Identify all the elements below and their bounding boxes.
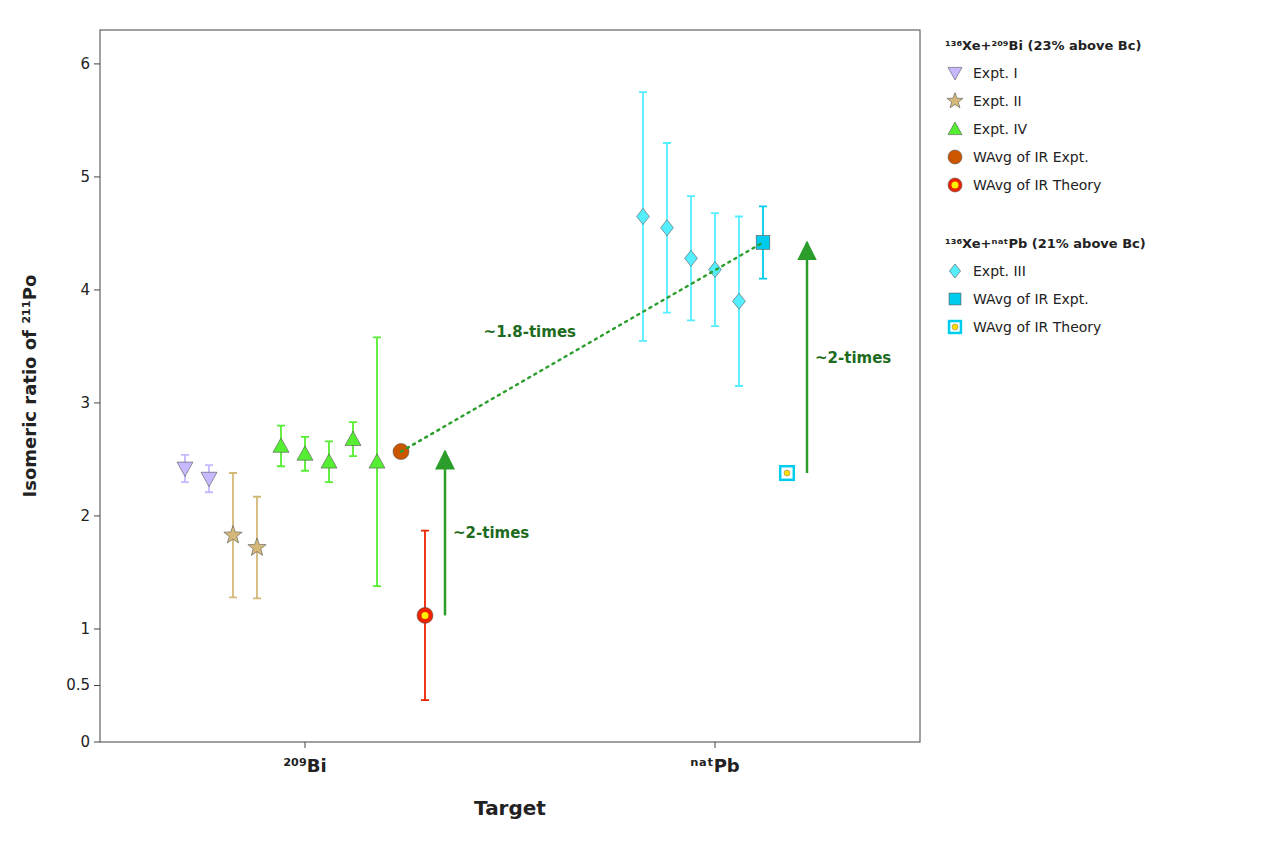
legend-title: ¹³⁶Xe+²⁰⁹Bi (23% above Bc): [945, 38, 1141, 53]
annotation: ~2-times: [815, 349, 891, 367]
decorations: [401, 242, 807, 615]
point: [248, 538, 266, 555]
marker-body: [417, 607, 433, 623]
point: [780, 466, 794, 480]
y-tick-label: 0: [80, 733, 90, 751]
y-tick: [94, 685, 100, 686]
y-axis-label: Isomeric ratio of ²¹¹Po: [19, 275, 40, 498]
legend-label: Expt. I: [973, 65, 1018, 81]
point: [321, 454, 337, 468]
legend-label: WAvg of IR Expt.: [973, 149, 1089, 165]
point: [417, 607, 433, 623]
legend: ¹³⁶Xe+²⁰⁹Bi (23% above Bc) Expt. I Expt. I…: [945, 38, 1146, 335]
chart: 0 0.5 1 2 3 4 5 6 ²⁰⁹Bi ⁿᵃᵗPb Target Isomeric ratio…: [0, 0, 1280, 852]
x-tick-label: ⁿᵃᵗPb: [690, 755, 740, 776]
y-tick-label: 4: [80, 281, 90, 299]
point: [177, 462, 193, 476]
point: [345, 431, 361, 445]
point: [685, 250, 698, 266]
y-tick: [94, 402, 100, 403]
point: [369, 454, 385, 468]
legend-swatch: [948, 178, 962, 192]
y-tick-label: 2: [80, 507, 90, 525]
legend-label: WAvg of IR Theory: [973, 319, 1101, 335]
y-tick: [94, 515, 100, 516]
marker-dot: [952, 182, 959, 189]
marker-dot: [952, 324, 958, 330]
y-tick: [94, 289, 100, 290]
ratio-line: [401, 242, 763, 451]
plot-frame: [100, 30, 920, 742]
x-tick: [715, 742, 716, 748]
y-tick: [94, 63, 100, 64]
point: [297, 446, 313, 460]
x-axis-label: Target: [474, 796, 546, 820]
legend-label: WAvg of IR Expt.: [973, 291, 1089, 307]
annotations: ~1.8-times ~2-times ~2-times: [453, 323, 891, 542]
ratio-arrow: [444, 452, 447, 616]
error-bar: [421, 531, 429, 701]
legend-swatch: [948, 67, 962, 80]
x-tick-label: ²⁰⁹Bi: [283, 755, 327, 776]
legend-swatch: [949, 321, 961, 333]
annotation: ~1.8-times: [484, 323, 576, 341]
ratio-arrow: [806, 242, 809, 473]
point: [661, 220, 674, 236]
legend-label: Expt. III: [973, 263, 1026, 279]
point: [224, 526, 242, 543]
annotation: ~2-times: [453, 524, 529, 542]
x-tick: [305, 742, 306, 748]
y-tick-label: 0.5: [66, 676, 90, 694]
point: [733, 293, 746, 309]
marker-body: [948, 178, 962, 192]
marker-dot: [784, 470, 790, 476]
legend-title: ¹³⁶Xe+ⁿᵃᵗPb (21% above Bc): [945, 236, 1146, 251]
legend-label: Expt. IV: [973, 121, 1028, 137]
legend-swatch: [948, 122, 962, 135]
legend-swatch: [947, 93, 963, 108]
marker-dot: [422, 612, 429, 619]
y-tick: [94, 176, 100, 177]
axes: 0 0.5 1 2 3 4 5 6 ²⁰⁹Bi ⁿᵃᵗPb Target Isomeric ratio…: [19, 30, 920, 820]
point: [273, 438, 289, 452]
y-tick: [94, 742, 100, 743]
legend-swatch: [949, 264, 960, 278]
marker-outline: [949, 321, 961, 333]
point: [637, 208, 650, 224]
y-tick-label: 1: [80, 620, 90, 638]
y-tick-label: 6: [80, 55, 90, 73]
y-tick-label: 3: [80, 394, 90, 412]
legend-swatch: [948, 150, 962, 164]
legend-swatch: [949, 293, 961, 305]
legend-label: WAvg of IR Theory: [973, 177, 1101, 193]
legend-label: Expt. II: [973, 93, 1022, 109]
y-tick: [94, 628, 100, 629]
marker-outline: [780, 466, 794, 480]
point: [201, 472, 217, 486]
marks: [177, 92, 794, 700]
y-tick-label: 5: [80, 168, 90, 186]
